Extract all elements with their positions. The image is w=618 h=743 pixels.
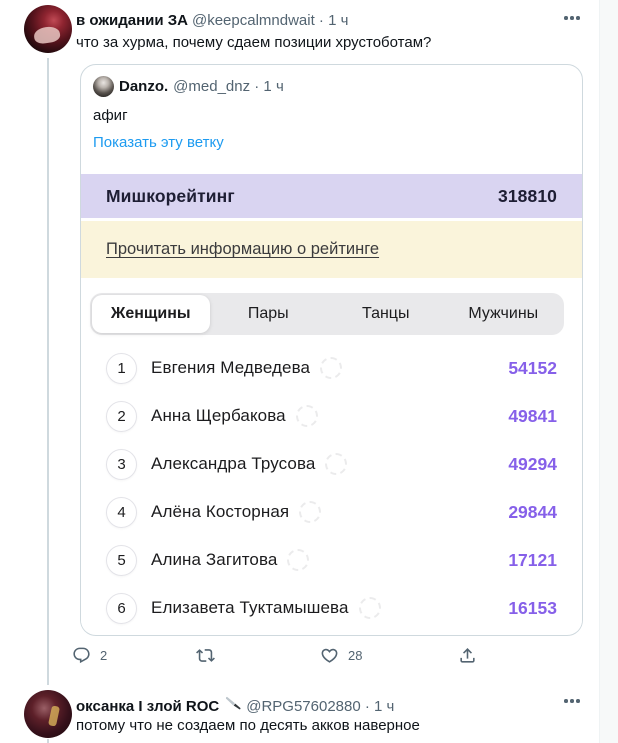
like-button[interactable]: 28 xyxy=(320,646,458,665)
handle-and-time: @med_dnz · 1 ч xyxy=(173,77,284,95)
tab-women[interactable]: Женщины xyxy=(92,295,210,333)
reply-button[interactable]: 2 xyxy=(72,646,196,665)
share-icon xyxy=(460,647,475,663)
rating-info-bar: Прочитать информацию о рейтинге xyxy=(81,221,582,278)
loading-placeholder-icon xyxy=(299,501,322,523)
rating-row: 2 Анна Щербакова 49841 xyxy=(81,392,582,440)
rank-badge: 2 xyxy=(106,400,137,432)
rating-value: 16153 xyxy=(508,597,557,618)
rating-row: 1 Евгения Медведева 54152 xyxy=(81,344,582,392)
rating-row: 6 Елизавета Туктамышева 16153 xyxy=(81,584,582,632)
rank-badge: 6 xyxy=(106,592,137,624)
rating-value: 49841 xyxy=(508,405,557,426)
display-name[interactable]: Danzo. xyxy=(119,77,169,95)
avatar[interactable] xyxy=(24,690,72,738)
heart-icon xyxy=(321,648,338,663)
rating-info-link[interactable]: Прочитать информацию о рейтинге xyxy=(106,240,380,258)
reply-icon xyxy=(73,647,90,663)
skater-name: Анна Щербакова xyxy=(151,406,286,425)
skater-name: Евгения Медведева xyxy=(151,358,311,377)
quoted-tweet-text: афиг xyxy=(93,107,128,124)
skater-name: Алина Загитова xyxy=(151,550,278,569)
skater-name: Алёна Косторная xyxy=(151,502,290,521)
rating-widget-image[interactable]: Мишкорейтинг 318810 Прочитать информацию… xyxy=(81,174,582,632)
reply-count: 2 xyxy=(100,647,108,663)
tweet-text: что за хурма, почему сдаем позиции хруст… xyxy=(76,34,432,51)
display-name[interactable]: в ожидании ЗА xyxy=(76,12,188,29)
show-thread-link[interactable]: Показать эту ветку xyxy=(93,134,224,151)
timeline-right-border xyxy=(599,0,618,743)
rating-tabs: Женщины Пары Танцы Мужчины xyxy=(90,293,564,335)
loading-placeholder-icon xyxy=(320,357,343,379)
rating-total: 318810 xyxy=(498,185,557,206)
rating-row: 3 Александра Трусова 49294 xyxy=(81,440,582,488)
avatar[interactable] xyxy=(24,5,72,53)
display-name[interactable]: оксанка I злой ROC xyxy=(76,698,220,715)
tab-dance[interactable]: Танцы xyxy=(362,305,410,322)
retweet-icon xyxy=(196,648,215,662)
thread-connector-line xyxy=(47,58,49,685)
rating-value: 54152 xyxy=(508,357,557,378)
tweet-header: в ожидании ЗА @keepcalmndwait · 1 ч xyxy=(76,11,348,31)
rank-badge: 3 xyxy=(106,448,137,480)
rating-row: 5 Алина Загитова 17121 xyxy=(81,536,582,584)
loading-placeholder-icon xyxy=(358,597,381,619)
rating-list: 1 Евгения Медведева 54152 2 Анна Щербако… xyxy=(81,344,582,632)
rating-value: 17121 xyxy=(508,549,557,570)
avatar[interactable] xyxy=(93,76,114,97)
rating-header: Мишкорейтинг 318810 xyxy=(81,174,582,218)
skater-name: Елизавета Туктамышева xyxy=(151,598,349,617)
rating-value: 49294 xyxy=(508,453,557,474)
rating-row: 4 Алёна Косторная 29844 xyxy=(81,488,582,536)
handle-and-time[interactable]: @RPG57602880 · 1 ч xyxy=(246,698,395,715)
loading-placeholder-icon xyxy=(325,453,348,475)
rating-title: Мишкорейтинг xyxy=(106,185,235,206)
thread-connector-line xyxy=(47,739,49,743)
rank-badge: 5 xyxy=(106,544,137,576)
tab-pairs[interactable]: Пары xyxy=(247,305,289,322)
share-button[interactable] xyxy=(458,646,477,665)
more-menu-icon[interactable] xyxy=(561,9,583,27)
knife-emoji-icon xyxy=(226,696,241,710)
rank-badge: 4 xyxy=(106,496,137,528)
loading-placeholder-icon xyxy=(295,405,318,427)
rating-value: 29844 xyxy=(508,501,557,522)
tab-men[interactable]: Мужчины xyxy=(468,305,539,322)
quoted-tweet-card[interactable]: Danzo. @med_dnz · 1 ч афиг Показать эту … xyxy=(80,64,583,636)
handle-and-time[interactable]: @keepcalmndwait · 1 ч xyxy=(191,12,349,29)
like-count: 28 xyxy=(348,647,363,663)
retweet-button[interactable] xyxy=(196,646,320,665)
skater-name: Александра Трусова xyxy=(151,454,316,473)
tweet-action-bar: 2 28 xyxy=(72,643,496,667)
tweet-text: потому что не создаем по десять акков на… xyxy=(76,717,420,734)
tweet-header: оксанка I злой ROC @RPG57602880 · 1 ч xyxy=(76,694,394,717)
loading-placeholder-icon xyxy=(287,549,310,571)
more-menu-icon[interactable] xyxy=(561,692,583,710)
quoted-tweet-header: Danzo. @med_dnz · 1 ч xyxy=(93,76,570,97)
rank-badge: 1 xyxy=(106,352,137,384)
